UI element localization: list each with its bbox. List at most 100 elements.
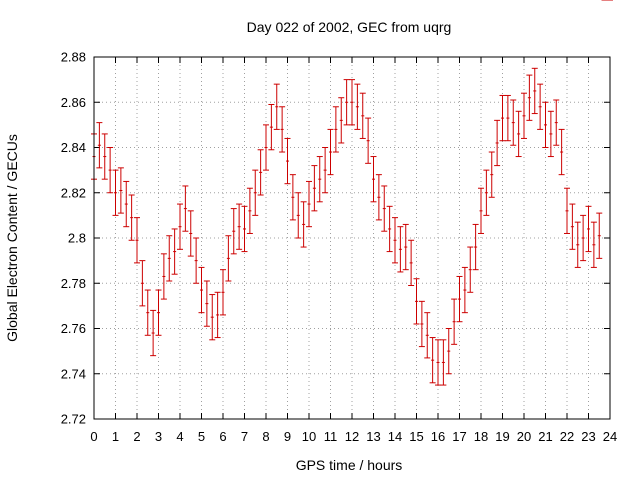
y-tick-label: 2.72 (61, 412, 86, 427)
data-point (193, 237, 200, 284)
data-point (101, 133, 108, 180)
data-point (300, 201, 307, 248)
data-point (456, 275, 463, 323)
x-axis-label: GPS time / hours (296, 457, 403, 473)
y-tick-label: 2.74 (61, 366, 86, 381)
data-point (537, 83, 544, 130)
x-tick-label: 19 (495, 429, 509, 444)
data-point (451, 298, 458, 345)
data-point (553, 99, 560, 146)
data-point (144, 289, 151, 336)
data-point (467, 246, 474, 293)
data-point (322, 147, 329, 194)
y-tick-label: 2.78 (61, 276, 86, 291)
x-tick-label: 20 (517, 429, 531, 444)
data-point (397, 226, 404, 273)
data-point (488, 151, 495, 198)
data-point (220, 269, 226, 316)
data-point (494, 119, 501, 167)
plot-frame (93, 56, 611, 420)
data-point (392, 217, 398, 264)
data-point (225, 235, 232, 282)
data-point (214, 291, 221, 339)
x-tick-label: 10 (302, 429, 316, 444)
x-tick-label: 17 (452, 429, 466, 444)
x-tick-label: 1 (112, 429, 119, 444)
data-point (273, 83, 280, 130)
x-tick-label: 15 (409, 429, 423, 444)
data-point (418, 300, 425, 348)
y-tick-label: 2.88 (61, 50, 86, 65)
x-tick-label: 7 (241, 429, 248, 444)
data-point (580, 214, 587, 262)
y-tick-label: 2.8 (68, 231, 86, 246)
data-point (386, 205, 393, 253)
data-point (155, 289, 162, 336)
data-point (349, 79, 355, 126)
data-point (381, 185, 388, 232)
data-point (440, 339, 447, 386)
data-point (263, 124, 269, 171)
data-point (246, 187, 253, 234)
data-point (107, 147, 114, 194)
data-point (284, 137, 291, 185)
x-tick-label: 4 (176, 429, 183, 444)
data-point (268, 104, 275, 151)
x-tick-label: 2 (133, 429, 140, 444)
data-point (338, 97, 345, 144)
data-point (139, 260, 146, 307)
x-tick-label: 3 (155, 429, 162, 444)
data-point (236, 203, 243, 250)
x-tick-label: 16 (431, 429, 445, 444)
data-point (96, 122, 103, 169)
data-point (289, 174, 296, 221)
x-tick-label: 21 (538, 429, 552, 444)
x-tick-label: 8 (262, 429, 269, 444)
data-point (564, 187, 570, 234)
y-tick-label: 2.84 (61, 140, 86, 155)
data-point (306, 180, 312, 228)
x-tick-label: 11 (324, 429, 338, 444)
data-point (585, 205, 592, 253)
y-tick-label: 2.82 (61, 185, 86, 200)
data-point (365, 117, 372, 164)
x-tick-label: 5 (198, 429, 205, 444)
data-point (472, 223, 479, 271)
data-point (123, 180, 130, 228)
data-point (166, 235, 173, 282)
data-point (187, 210, 194, 257)
x-tick-label: 14 (388, 429, 402, 444)
x-tick-label: 13 (366, 429, 380, 444)
data-point (445, 328, 452, 375)
y-axis-label: Global Electron Content / GECUs (4, 134, 20, 342)
x-tick-label: 12 (345, 429, 359, 444)
data-point (117, 167, 124, 214)
y-tick-label: 2.76 (61, 321, 86, 336)
data-point (375, 174, 382, 221)
data-point (402, 223, 409, 271)
data-point (209, 294, 216, 341)
data-point (590, 221, 597, 268)
data-point (327, 128, 334, 176)
data-point (408, 239, 415, 287)
x-tick-label: 23 (581, 429, 595, 444)
data-point (504, 94, 511, 142)
data-point (413, 278, 420, 325)
data-point (150, 309, 157, 357)
y-tick-label: 2.86 (61, 95, 86, 110)
x-tick-label: 6 (219, 429, 226, 444)
data-point (177, 203, 183, 250)
data-point (569, 203, 576, 250)
data-series (91, 0, 613, 386)
data-point (311, 165, 318, 212)
data-point (343, 79, 350, 126)
data-point (332, 106, 339, 153)
data-point (128, 194, 135, 241)
x-tick-label: 9 (284, 429, 291, 444)
x-tick-label: 18 (474, 429, 488, 444)
chart-title: Day 022 of 2002, GEC from uqrg (247, 19, 452, 35)
data-point (515, 110, 522, 158)
data-point (499, 94, 506, 142)
